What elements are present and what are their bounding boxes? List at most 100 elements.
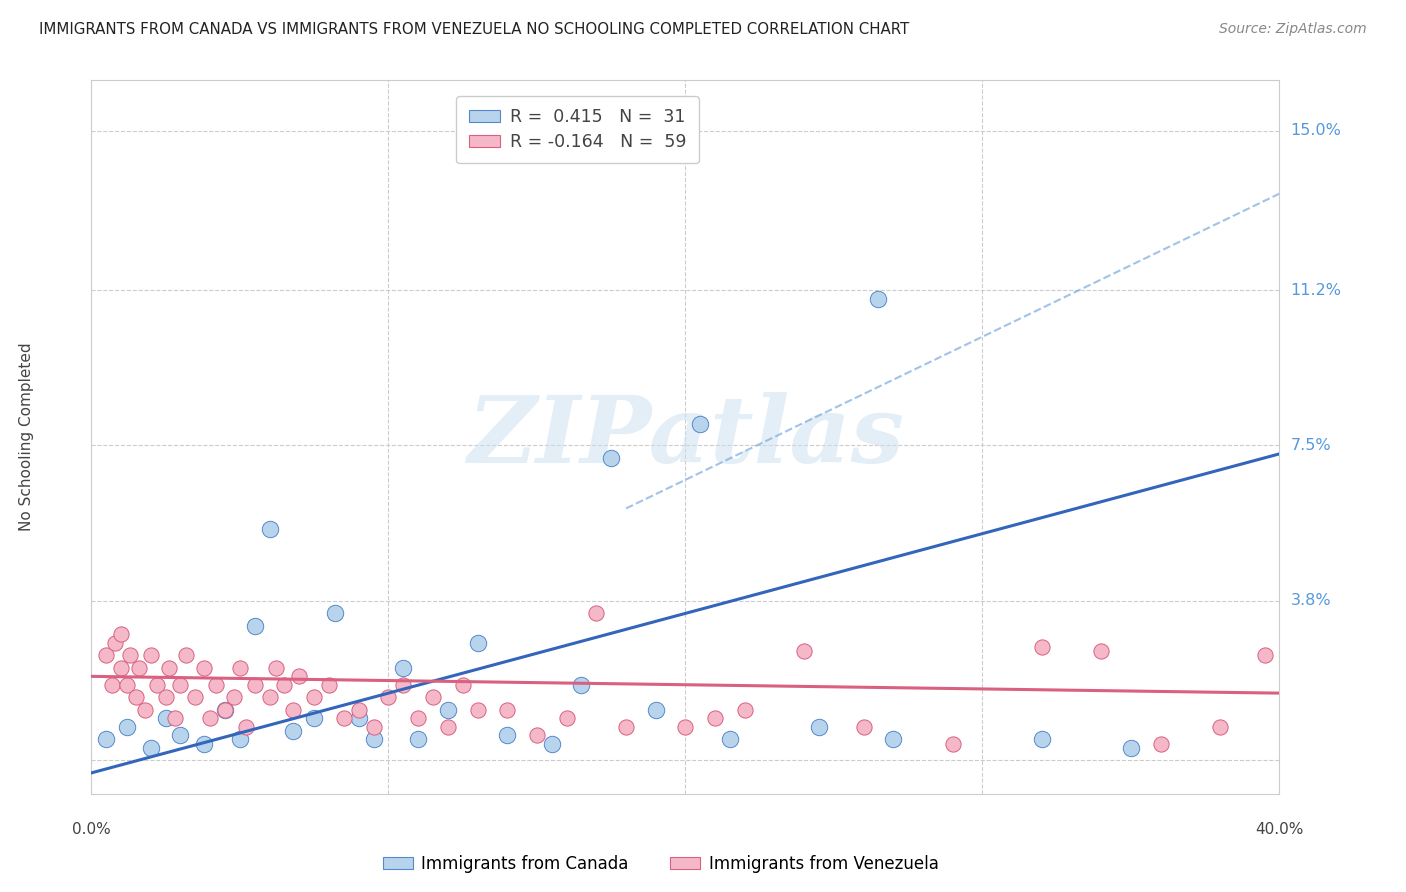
Point bbox=[139, 648, 162, 663]
Point bbox=[467, 636, 489, 650]
Point bbox=[169, 728, 191, 742]
Point bbox=[104, 636, 127, 650]
Point bbox=[942, 737, 965, 751]
Point bbox=[436, 703, 458, 717]
Point bbox=[882, 732, 904, 747]
Point bbox=[1149, 737, 1171, 751]
Point bbox=[555, 711, 578, 725]
Point bbox=[1119, 740, 1142, 755]
Text: No Schooling Completed: No Schooling Completed bbox=[18, 343, 34, 532]
Point bbox=[283, 723, 305, 738]
Point bbox=[110, 627, 132, 641]
Point bbox=[302, 711, 325, 725]
Point bbox=[436, 720, 458, 734]
Legend: R =  0.415   N =  31, R = -0.164   N =  59: R = 0.415 N = 31, R = -0.164 N = 59 bbox=[457, 96, 699, 163]
Point bbox=[200, 711, 222, 725]
Text: 15.0%: 15.0% bbox=[1291, 123, 1341, 138]
Point bbox=[852, 720, 875, 734]
Point bbox=[96, 648, 118, 663]
Point bbox=[392, 678, 415, 692]
Point bbox=[169, 678, 191, 692]
Point bbox=[157, 661, 180, 675]
Point bbox=[139, 740, 162, 755]
Point bbox=[264, 661, 287, 675]
Point bbox=[235, 720, 257, 734]
Text: 0.0%: 0.0% bbox=[72, 822, 111, 838]
Point bbox=[125, 690, 148, 705]
Point bbox=[718, 732, 741, 747]
Point bbox=[193, 661, 215, 675]
Point bbox=[614, 720, 637, 734]
Point bbox=[259, 523, 281, 537]
Point bbox=[96, 732, 118, 747]
Point bbox=[406, 711, 429, 725]
Text: 40.0%: 40.0% bbox=[1256, 822, 1303, 838]
Point bbox=[155, 690, 177, 705]
Text: IMMIGRANTS FROM CANADA VS IMMIGRANTS FROM VENEZUELA NO SCHOOLING COMPLETED CORRE: IMMIGRANTS FROM CANADA VS IMMIGRANTS FRO… bbox=[39, 22, 910, 37]
Point bbox=[115, 678, 138, 692]
Point bbox=[145, 678, 167, 692]
Point bbox=[176, 648, 198, 663]
Point bbox=[1031, 640, 1053, 654]
Text: 11.2%: 11.2% bbox=[1291, 283, 1341, 298]
Point bbox=[347, 703, 370, 717]
Point bbox=[333, 711, 356, 725]
Point bbox=[377, 690, 399, 705]
Point bbox=[288, 669, 311, 683]
Point bbox=[1253, 648, 1275, 663]
Point bbox=[363, 732, 385, 747]
Text: 7.5%: 7.5% bbox=[1291, 438, 1331, 453]
Point bbox=[229, 732, 252, 747]
Point bbox=[1090, 644, 1112, 658]
Point bbox=[323, 607, 346, 621]
Point bbox=[155, 711, 177, 725]
Point bbox=[243, 619, 266, 633]
Point bbox=[496, 703, 519, 717]
Point bbox=[193, 737, 215, 751]
Point bbox=[451, 678, 474, 692]
Point bbox=[673, 720, 696, 734]
Point bbox=[644, 703, 666, 717]
Point bbox=[600, 451, 623, 466]
Point bbox=[214, 703, 236, 717]
Point bbox=[571, 678, 593, 692]
Point bbox=[585, 607, 607, 621]
Point bbox=[118, 648, 141, 663]
Point bbox=[222, 690, 245, 705]
Point bbox=[110, 661, 132, 675]
Point bbox=[101, 678, 124, 692]
Point bbox=[363, 720, 385, 734]
Point bbox=[540, 737, 562, 751]
Point bbox=[302, 690, 325, 705]
Point bbox=[115, 720, 138, 734]
Point bbox=[259, 690, 281, 705]
Point bbox=[689, 417, 711, 432]
Point bbox=[283, 703, 305, 717]
Point bbox=[793, 644, 815, 658]
Point bbox=[184, 690, 207, 705]
Point bbox=[134, 703, 156, 717]
Text: Source: ZipAtlas.com: Source: ZipAtlas.com bbox=[1219, 22, 1367, 37]
Point bbox=[347, 711, 370, 725]
Point bbox=[467, 703, 489, 717]
Legend: Immigrants from Canada, Immigrants from Venezuela: Immigrants from Canada, Immigrants from … bbox=[377, 848, 945, 880]
Point bbox=[163, 711, 186, 725]
Point bbox=[392, 661, 415, 675]
Point bbox=[422, 690, 444, 705]
Point bbox=[1031, 732, 1053, 747]
Text: 3.8%: 3.8% bbox=[1291, 593, 1331, 608]
Point bbox=[205, 678, 228, 692]
Point bbox=[526, 728, 548, 742]
Point bbox=[1209, 720, 1232, 734]
Point bbox=[243, 678, 266, 692]
Point bbox=[214, 703, 236, 717]
Point bbox=[808, 720, 831, 734]
Point bbox=[496, 728, 519, 742]
Point bbox=[734, 703, 756, 717]
Point bbox=[273, 678, 295, 692]
Point bbox=[704, 711, 727, 725]
Text: ZIPatlas: ZIPatlas bbox=[467, 392, 904, 482]
Point bbox=[128, 661, 150, 675]
Point bbox=[318, 678, 340, 692]
Point bbox=[406, 732, 429, 747]
